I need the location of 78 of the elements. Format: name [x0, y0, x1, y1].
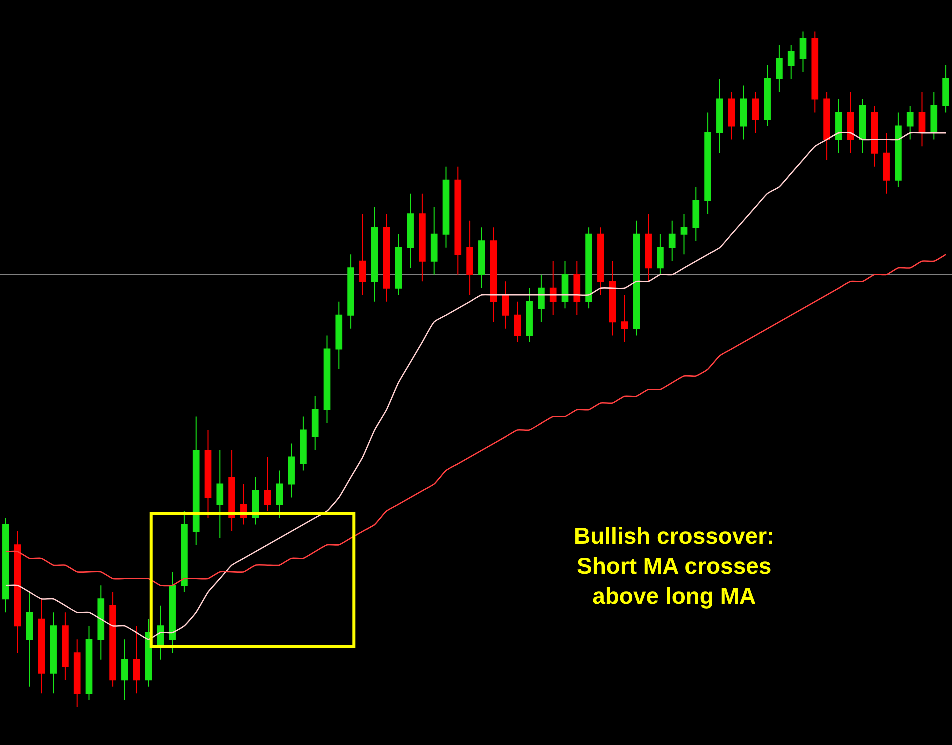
candlestick — [728, 92, 736, 140]
candlestick — [502, 281, 510, 330]
candlestick — [752, 92, 760, 134]
candlestick — [574, 260, 581, 316]
candlestick — [348, 254, 354, 330]
candlestick — [2, 518, 10, 614]
candlestick — [324, 335, 331, 424]
candlestick — [859, 98, 866, 154]
candlestick — [407, 193, 414, 269]
candlestick — [110, 592, 116, 688]
candlestick — [86, 626, 93, 701]
candlestick — [14, 531, 22, 654]
candlestick — [276, 470, 284, 519]
candlestick — [562, 260, 569, 310]
candlestick — [847, 92, 854, 154]
candlestick — [466, 220, 474, 296]
candlestick — [169, 572, 176, 654]
candlestick — [430, 206, 438, 276]
candlestick — [716, 78, 724, 154]
candlestick — [98, 585, 105, 660]
candlestick — [204, 430, 212, 519]
candlestick — [288, 443, 295, 498]
candlestick — [930, 92, 938, 140]
candlestick — [526, 288, 533, 343]
candlestick — [216, 450, 224, 539]
candlestick — [478, 227, 486, 289]
candlestick — [181, 510, 188, 593]
candlestick — [871, 106, 878, 168]
candlestick — [788, 44, 795, 80]
candlestick — [906, 106, 914, 140]
candlestick — [668, 220, 676, 262]
annotation: Bullish crossover: Short MA crosses above long MA — [574, 523, 775, 609]
candlestick — [454, 166, 462, 276]
candlestick — [38, 598, 46, 694]
candlestick — [621, 294, 628, 343]
candlestick — [680, 214, 688, 256]
candlestick — [419, 193, 426, 282]
candlestick — [824, 92, 830, 161]
candlestick — [895, 112, 902, 188]
candlestick — [812, 31, 819, 114]
candlestick — [692, 186, 700, 242]
candlestick — [490, 227, 498, 323]
candlestick — [300, 416, 307, 472]
candlestick — [538, 274, 545, 323]
candlestick — [883, 132, 890, 194]
candlestick — [800, 31, 807, 73]
candlestick — [586, 227, 592, 310]
candlestick — [360, 214, 366, 296]
candlestick — [776, 44, 783, 94]
candlestick — [395, 234, 402, 296]
candlestick — [598, 227, 604, 296]
candlestick — [704, 112, 712, 215]
candlestick — [62, 612, 69, 681]
candlestick — [918, 92, 926, 148]
candlestick — [50, 612, 57, 694]
candlestick — [192, 416, 200, 546]
candlestick — [26, 592, 34, 688]
candlestick — [252, 477, 260, 526]
candlestick — [74, 639, 81, 708]
candlestick — [609, 260, 616, 336]
candlestick — [264, 456, 272, 512]
candlestick — [657, 234, 664, 276]
candlestick — [312, 396, 319, 452]
candlestick — [336, 301, 343, 370]
candlestick — [942, 65, 950, 114]
candlestick — [550, 260, 557, 316]
candlestick — [645, 214, 652, 282]
candlestick — [133, 626, 140, 694]
candlestick — [383, 214, 390, 302]
candlestick — [122, 639, 128, 701]
candlestick — [836, 98, 842, 154]
candlestick — [442, 166, 450, 248]
candlestick — [228, 450, 236, 532]
candlestick — [764, 65, 771, 127]
candlestick — [514, 301, 522, 343]
candlestick — [633, 220, 640, 336]
candlestick — [740, 85, 748, 140]
candlestick — [371, 206, 378, 302]
